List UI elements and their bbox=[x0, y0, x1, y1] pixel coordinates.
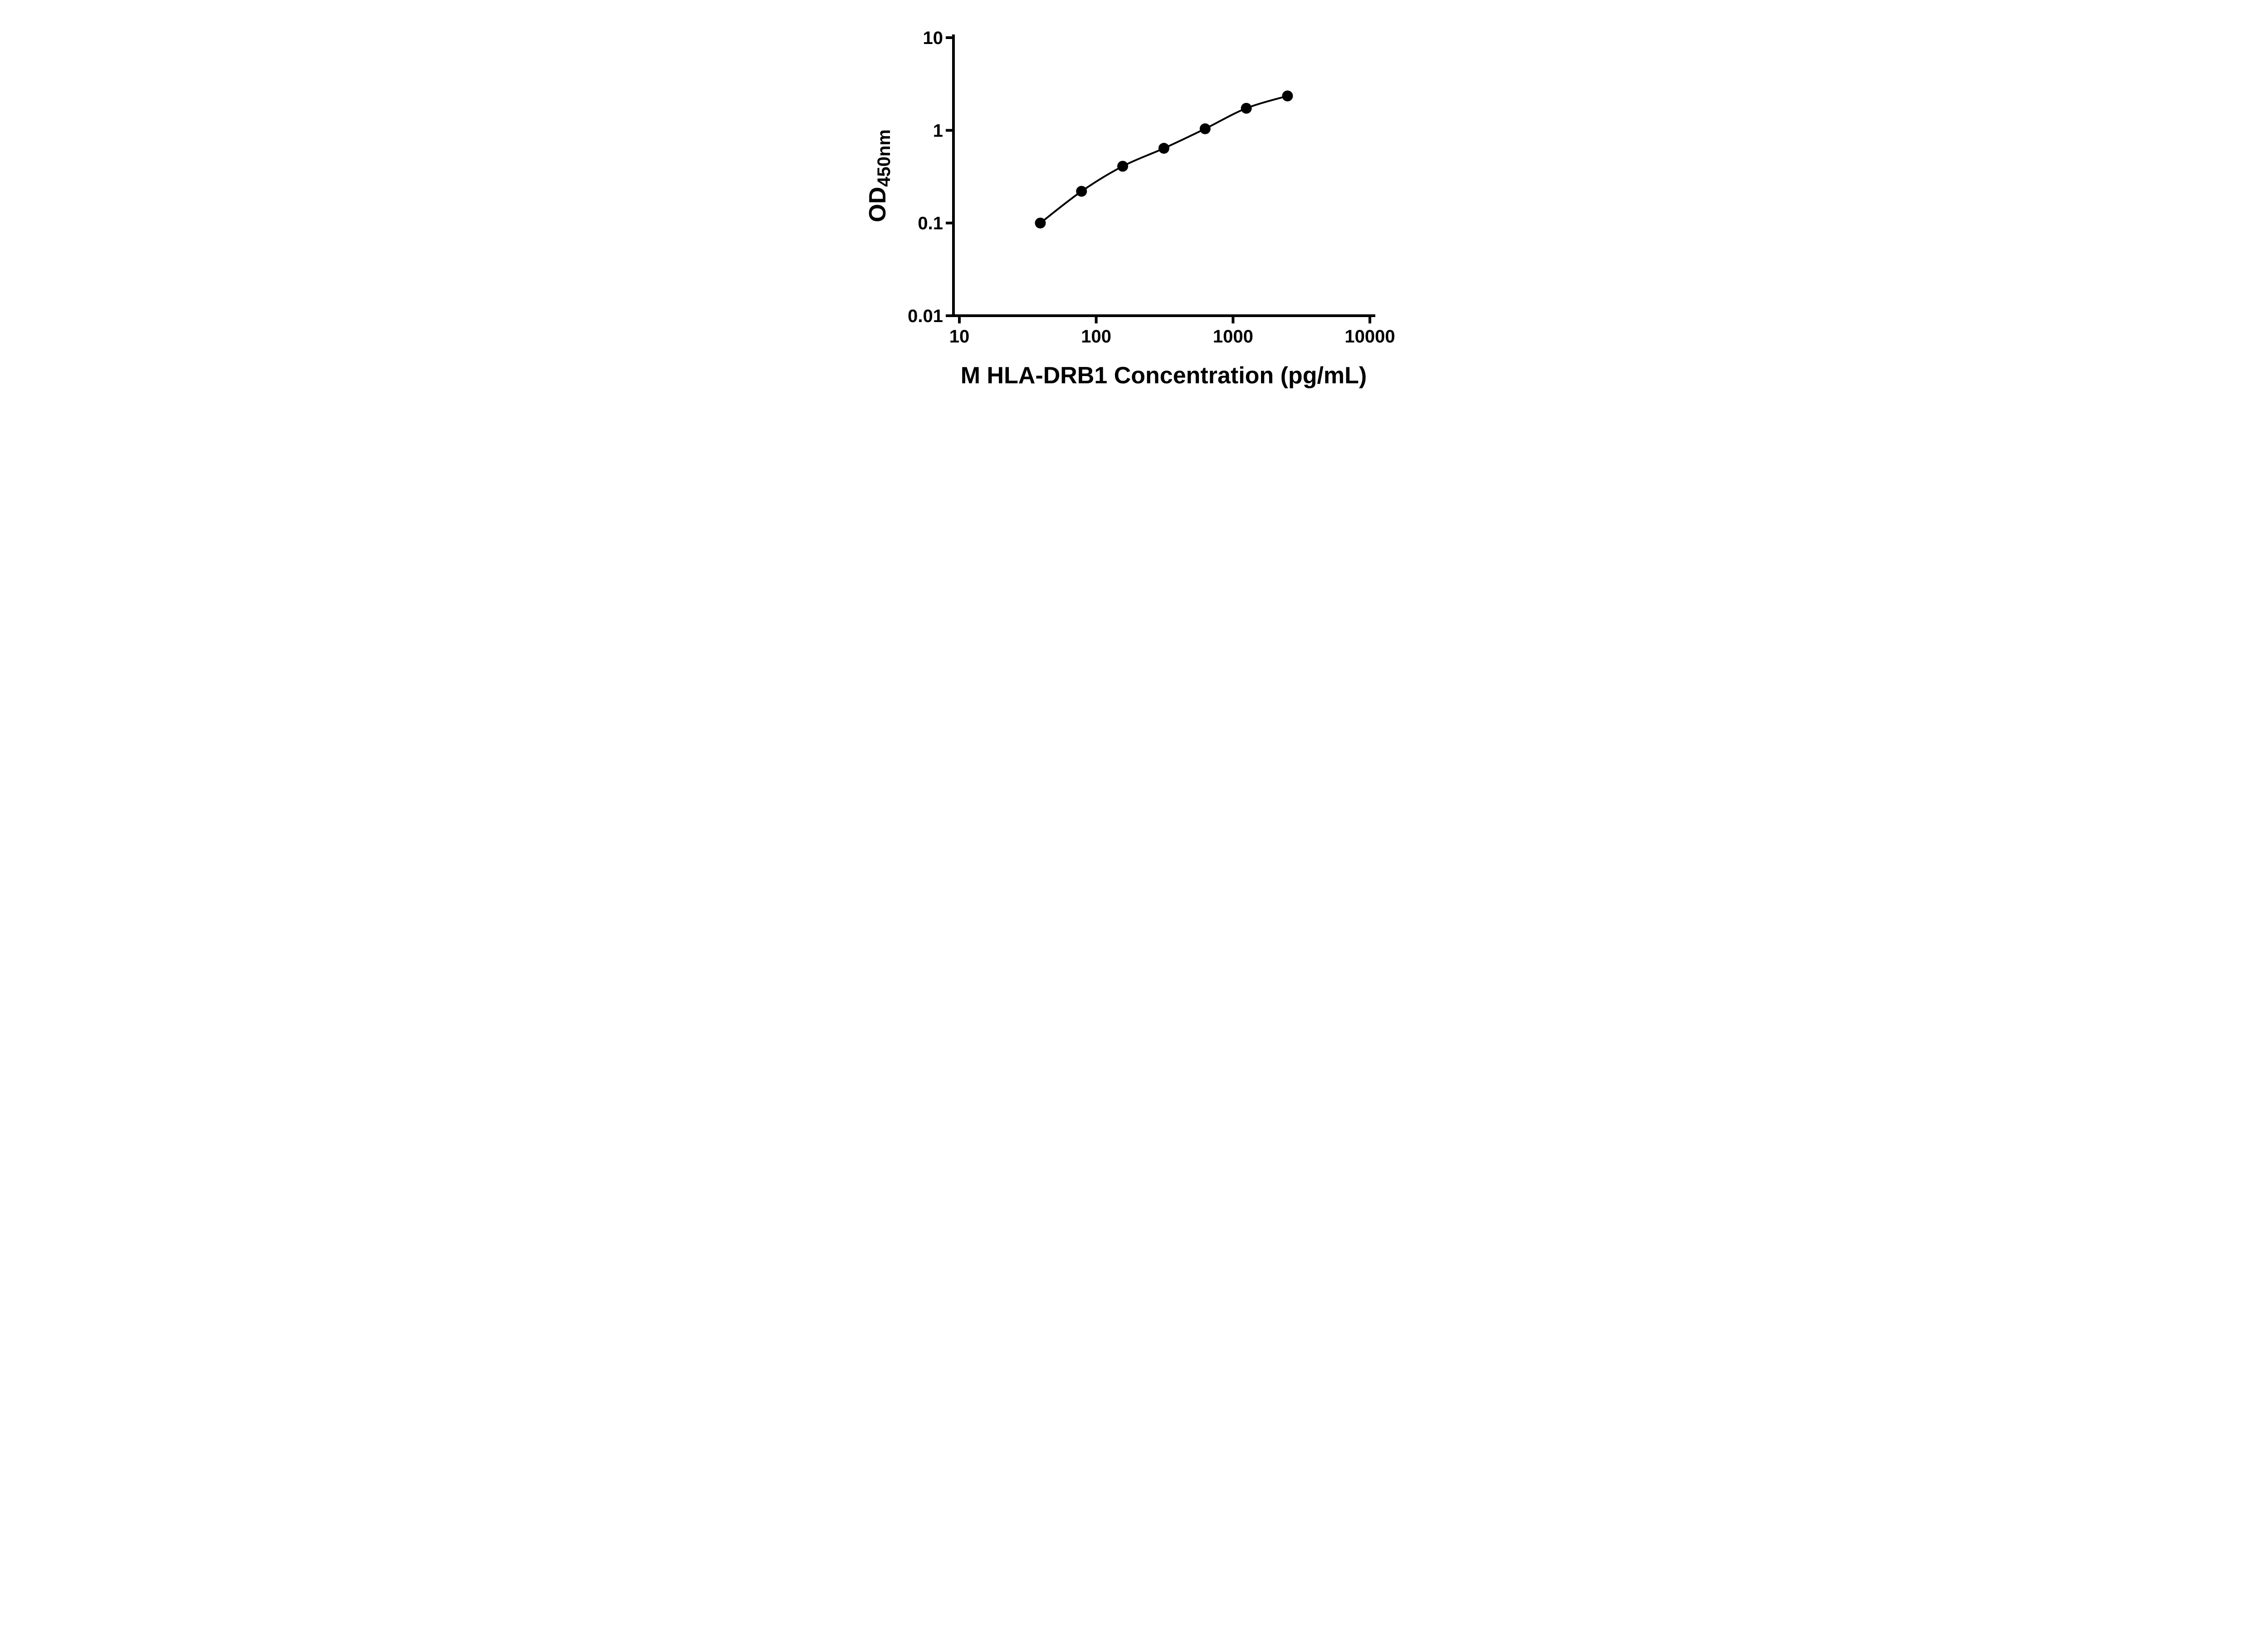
y-tick-label: 0.1 bbox=[918, 214, 943, 234]
y-axis-title-subscript: 450nm bbox=[874, 129, 894, 187]
y-axis-title-main: OD bbox=[865, 187, 891, 222]
x-tick-label: 1000 bbox=[1213, 327, 1253, 347]
axes-spines bbox=[952, 34, 1375, 317]
x-axis-title: M HLA-DRB1 Concentration (pg/mL) bbox=[961, 362, 1367, 389]
standard-curve-chart: 10 100 1000 10000 0.01 0.1 1 10 M HLA-DRB1 Conce… bbox=[865, 28, 1395, 389]
data-point bbox=[1076, 186, 1087, 197]
curve-line bbox=[1040, 95, 1288, 224]
x-tick-label: 100 bbox=[1081, 327, 1111, 347]
data-point bbox=[1199, 123, 1211, 134]
data-point bbox=[1241, 103, 1252, 114]
data-point bbox=[1117, 161, 1129, 172]
data-point bbox=[1282, 90, 1293, 102]
y-tick-label: 0.01 bbox=[908, 306, 943, 326]
x-tick-label: 10000 bbox=[1344, 327, 1395, 347]
data-point bbox=[1158, 142, 1169, 154]
elisa-standard-curve-figure: 10 100 1000 10000 0.01 0.1 1 10 M HLA-DRB1 Conce… bbox=[842, 0, 1426, 408]
y-axis-title: OD450nm bbox=[865, 129, 894, 222]
data-point bbox=[1035, 217, 1046, 229]
x-tick-label: 10 bbox=[949, 327, 970, 347]
y-tick-label: 10 bbox=[923, 28, 943, 48]
y-tick-label: 1 bbox=[933, 121, 943, 141]
